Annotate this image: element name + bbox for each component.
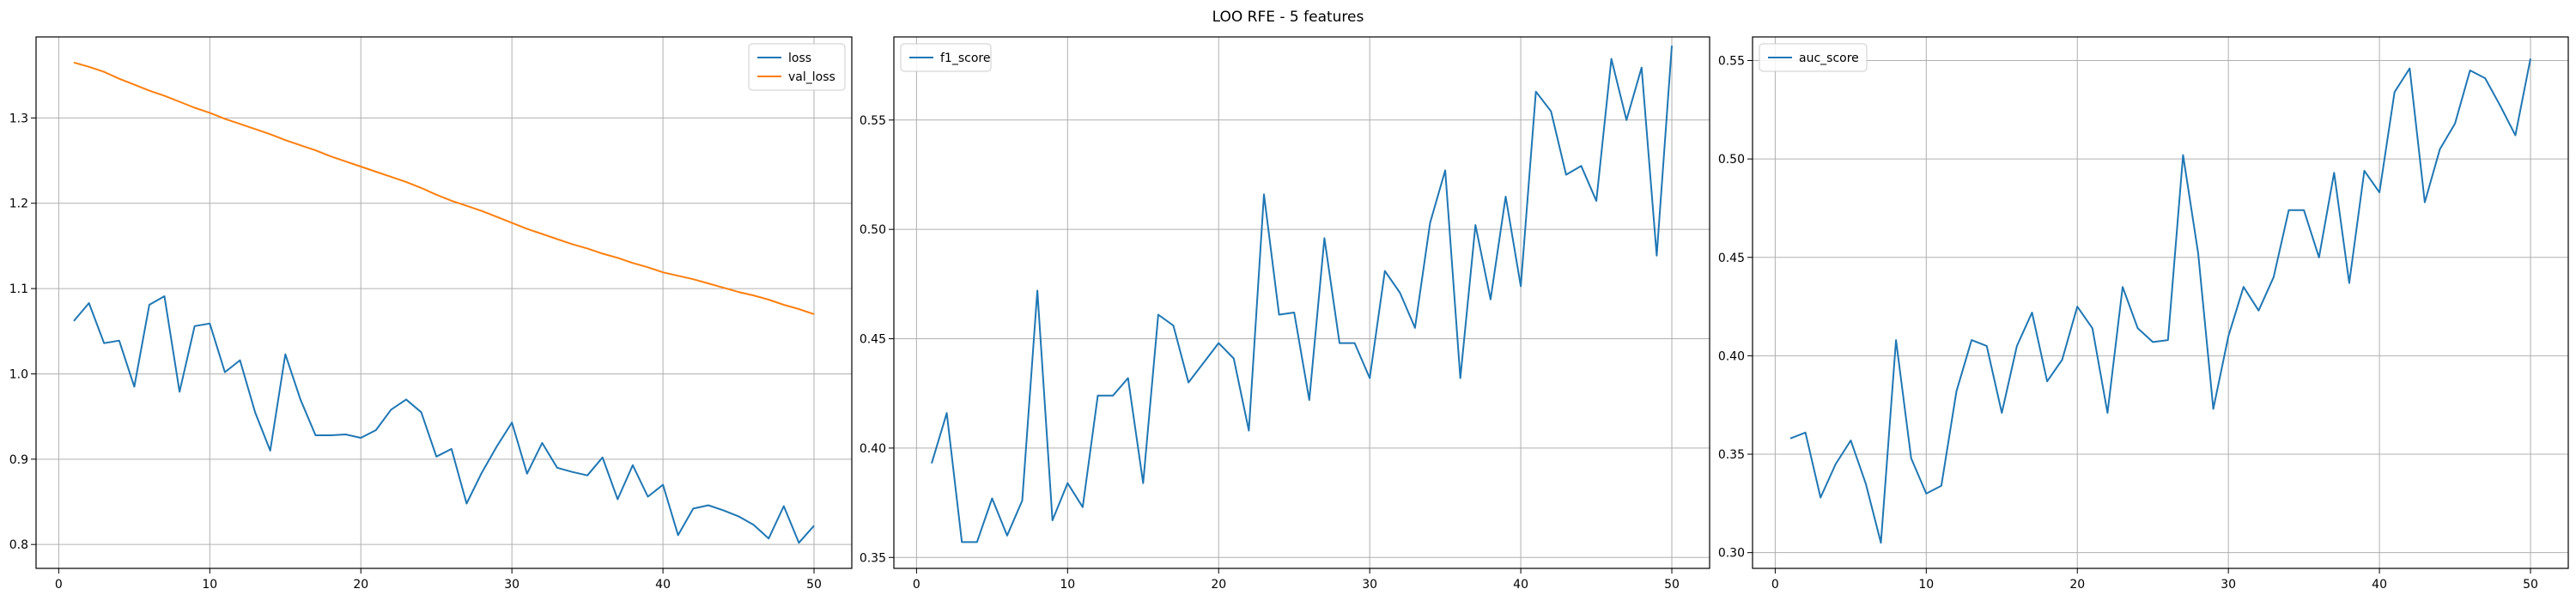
y-tick-label: 0.50 [1718, 153, 1745, 167]
chart-panel-3: 0 10 20 30 40 50 0.30 0.35 0.40 0.45 0.50 0.55 auc_s… [1718, 36, 2569, 592]
x-tick-label: 10 [1918, 578, 1934, 592]
x-tick-label: 50 [806, 578, 822, 592]
series-line-auc_score [1789, 58, 2531, 544]
y-tick-label: 1.1 [9, 282, 28, 296]
x-tick-label: 0 [913, 578, 920, 592]
legend-label: f1_score [940, 52, 990, 65]
x-tick-label: 40 [1513, 578, 1528, 592]
x-tick-label: 30 [504, 578, 519, 592]
y-tick-label: 0.55 [860, 114, 886, 128]
x-tick-label: 20 [353, 578, 368, 592]
x-tick-label: 50 [2523, 578, 2538, 592]
y-tick-label: 0.35 [1718, 448, 1745, 462]
legend-label: val_loss [788, 70, 835, 84]
plot-frame [893, 36, 1710, 569]
x-tick-label: 0 [1771, 578, 1779, 592]
plot-frame [1752, 36, 2569, 569]
legend: auc_score [1759, 43, 1868, 72]
y-tick-label: 0.40 [860, 442, 886, 456]
y-tick-label: 1.0 [9, 367, 28, 381]
y-tick-label: 0.9 [9, 453, 28, 467]
x-tick-label: 10 [202, 578, 217, 592]
y-tick-label: 0.30 [1718, 547, 1745, 561]
chart-panel-1: 0 10 20 30 40 50 0.8 0.9 1.0 1.1 1.2 1.3 loss val_los… [9, 36, 853, 592]
legend: f1_score [900, 43, 992, 72]
x-tick-label: 0 [55, 578, 63, 592]
chart-panel-2: 0 10 20 30 40 50 0.35 0.40 0.45 0.50 0.55 f1_score [860, 36, 1710, 592]
x-tick-label: 40 [2372, 578, 2387, 592]
series-line-val_loss [73, 61, 815, 315]
legend-label: auc_score [1799, 52, 1859, 65]
legend: loss val_loss [748, 43, 846, 91]
legend-box [1759, 43, 1868, 72]
series-line-loss [73, 295, 815, 544]
y-tick-label: 0.8 [9, 538, 28, 552]
x-tick-label: 30 [2221, 578, 2236, 592]
x-tick-label: 30 [1362, 578, 1377, 592]
y-tick-label: 1.2 [9, 197, 28, 211]
y-tick-label: 0.55 [1718, 55, 1745, 69]
x-tick-label: 20 [1211, 578, 1226, 592]
x-tick-label: 20 [2069, 578, 2085, 592]
y-tick-label: 0.35 [860, 551, 886, 565]
y-tick-label: 0.50 [860, 223, 886, 237]
y-tick-label: 1.3 [9, 112, 28, 125]
y-tick-label: 0.45 [860, 333, 886, 347]
series-line-f1_score [931, 46, 1673, 543]
legend-box [900, 43, 992, 72]
legend-box [748, 43, 846, 91]
plot-frame [35, 36, 853, 569]
y-tick-label: 0.45 [1718, 252, 1745, 265]
x-tick-label: 40 [655, 578, 671, 592]
figure-title: LOO RFE - 5 features [1212, 9, 1364, 26]
x-tick-label: 50 [1664, 578, 1680, 592]
y-tick-label: 0.40 [1718, 349, 1745, 363]
x-tick-label: 10 [1060, 578, 1075, 592]
legend-label: loss [788, 52, 811, 65]
